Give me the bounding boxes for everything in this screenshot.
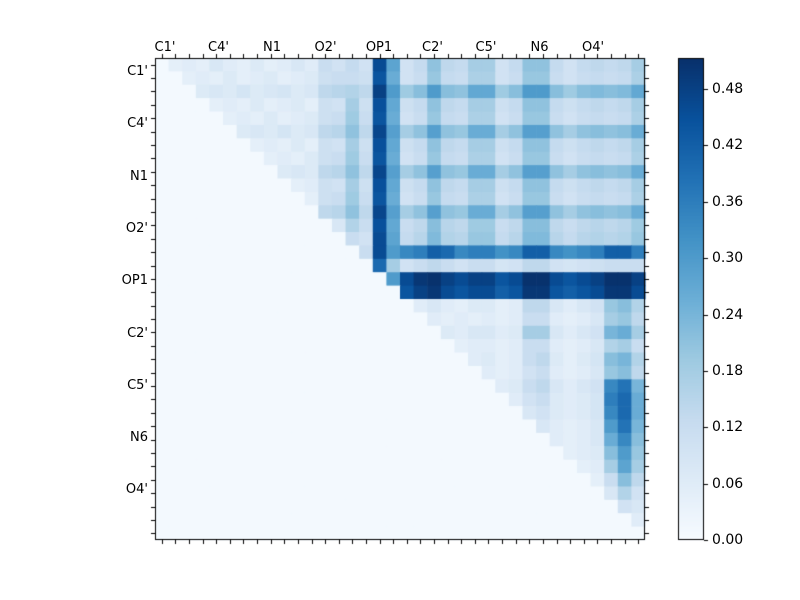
y-axis-tick-label: O4' (125, 482, 148, 498)
colorbar-tick-label: 0.18 (712, 362, 744, 379)
x-axis-tick-label: O4' (581, 40, 605, 55)
y-axis-tick-label: C2' (127, 325, 148, 341)
x-axis-tick-label: C2' (422, 40, 443, 55)
y-axis-tick-label: N6 (130, 430, 148, 446)
x-axis-tick-label: N6 (530, 40, 549, 55)
y-axis-tick-label: N1 (130, 168, 148, 184)
colorbar-tick-label: 0.48 (712, 81, 744, 97)
x-axis-tick-label: C5' (475, 40, 497, 55)
x-axis-tick-label: C1' (154, 40, 176, 55)
y-axis-tick-label: O2' (125, 220, 148, 236)
colorbar-tick-label: 0.24 (712, 306, 744, 323)
x-axis-tick-label: N1 (263, 40, 281, 55)
colorbar-tick-label: 0.36 (712, 193, 744, 210)
colorbar-tick-label: 0.12 (712, 419, 744, 436)
x-axis-tick-label: C4' (208, 40, 229, 55)
colorbar-tick-label: 0.42 (712, 137, 744, 154)
x-axis-tick-label: O2' (314, 40, 337, 55)
y-axis-tick-label: C5' (127, 377, 148, 393)
colorbar-tick-label: 0.06 (712, 475, 744, 492)
y-axis-tick-label: OP1 (121, 273, 148, 289)
y-axis-tick-label: C4' (127, 116, 148, 132)
x-axis-tick-label: OP1 (365, 40, 393, 55)
y-axis-tick-label: C1' (127, 64, 148, 79)
colorbar-tick-label: 0.00 (712, 532, 744, 548)
colorbar-tick-label: 0.30 (712, 250, 744, 267)
